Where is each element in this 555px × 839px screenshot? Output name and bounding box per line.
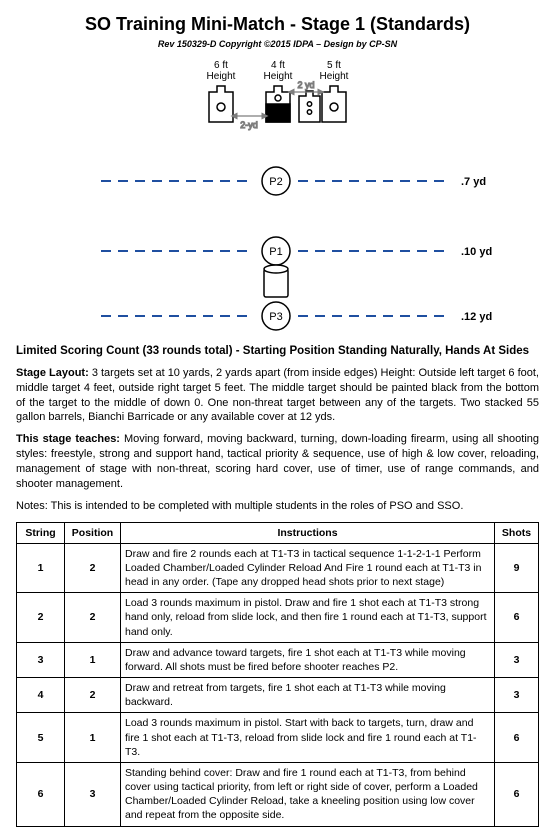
p2-yard-label: .7 yd bbox=[461, 176, 486, 188]
cell-string: 4 bbox=[17, 678, 65, 713]
cell-string: 1 bbox=[17, 543, 65, 593]
cell-instructions: Draw and fire 2 rounds each at T1-T3 in … bbox=[121, 543, 495, 593]
cell-shots: 9 bbox=[495, 543, 539, 593]
target-t3 bbox=[322, 86, 346, 122]
cell-instructions: Draw and retreat from targets, fire 1 sh… bbox=[121, 678, 495, 713]
table-row: 31Draw and advance toward targets, fire … bbox=[17, 642, 539, 677]
p1-yard-label: .10 yd bbox=[461, 246, 492, 258]
page-subtitle: Rev 150329-D Copyright ©2015 IDPA – Desi… bbox=[16, 38, 539, 50]
t2-height-sub: Height bbox=[264, 71, 293, 82]
t2-height-label: 4 ft bbox=[271, 60, 285, 71]
cell-string: 2 bbox=[17, 593, 65, 643]
table-row: 51Load 3 rounds maximum in pistol. Start… bbox=[17, 713, 539, 763]
stage-layout-label: Stage Layout: bbox=[16, 367, 89, 379]
cell-shots: 6 bbox=[495, 593, 539, 643]
col-position: Position bbox=[65, 522, 121, 543]
cell-position: 2 bbox=[65, 543, 121, 593]
spacing-left: 2-yd bbox=[240, 120, 258, 130]
col-shots: Shots bbox=[495, 522, 539, 543]
cell-instructions: Draw and advance toward targets, fire 1 … bbox=[121, 642, 495, 677]
page-title: SO Training Mini-Match - Stage 1 (Standa… bbox=[16, 12, 539, 36]
cell-instructions: Load 3 rounds maximum in pistol. Start w… bbox=[121, 713, 495, 763]
cell-string: 6 bbox=[17, 762, 65, 826]
cell-shots: 3 bbox=[495, 642, 539, 677]
svg-text:P1: P1 bbox=[269, 246, 282, 258]
cell-instructions: Load 3 rounds maximum in pistol. Draw an… bbox=[121, 593, 495, 643]
t3-height-label: 5 ft bbox=[327, 60, 341, 71]
table-row: 42Draw and retreat from targets, fire 1 … bbox=[17, 678, 539, 713]
col-instructions: Instructions bbox=[121, 522, 495, 543]
stage-teaches-paragraph: This stage teaches: Moving forward, movi… bbox=[16, 432, 539, 491]
spacing-right: 2 yd bbox=[297, 80, 314, 90]
svg-text:P2: P2 bbox=[269, 176, 282, 188]
p3-yard-label: .12 yd bbox=[461, 311, 492, 323]
t1-height-sub: Height bbox=[207, 71, 236, 82]
cell-position: 3 bbox=[65, 762, 121, 826]
cell-shots: 6 bbox=[495, 762, 539, 826]
table-row: 63Standing behind cover: Draw and fire 1… bbox=[17, 762, 539, 826]
stage-layout-paragraph: Stage Layout: 3 targets set at 10 yards,… bbox=[16, 366, 539, 425]
stage-layout-text: 3 targets set at 10 yards, 2 yards apart… bbox=[16, 367, 539, 424]
svg-text:P3: P3 bbox=[269, 311, 282, 323]
scoring-heading: Limited Scoring Count (33 rounds total) … bbox=[16, 344, 539, 360]
table-row: 12Draw and fire 2 rounds each at T1-T3 i… bbox=[17, 543, 539, 593]
cell-string: 3 bbox=[17, 642, 65, 677]
cell-shots: 3 bbox=[495, 678, 539, 713]
cell-instructions: Standing behind cover: Draw and fire 1 r… bbox=[121, 762, 495, 826]
cell-string: 5 bbox=[17, 713, 65, 763]
cell-shots: 6 bbox=[495, 713, 539, 763]
notes-paragraph: Notes: This is intended to be completed … bbox=[16, 499, 539, 514]
cell-position: 1 bbox=[65, 642, 121, 677]
t1-height-label: 6 ft bbox=[214, 60, 228, 71]
cell-position: 2 bbox=[65, 593, 121, 643]
target-t1 bbox=[209, 86, 233, 122]
t3-height-sub: Height bbox=[320, 71, 349, 82]
cell-position: 1 bbox=[65, 713, 121, 763]
barrel-icon bbox=[264, 265, 288, 297]
table-row: 22Load 3 rounds maximum in pistol. Draw … bbox=[17, 593, 539, 643]
stage-teaches-label: This stage teaches: bbox=[16, 433, 120, 445]
cell-position: 2 bbox=[65, 678, 121, 713]
col-string: String bbox=[17, 522, 65, 543]
instructions-table: String Position Instructions Shots 12Dra… bbox=[16, 522, 539, 827]
stage-diagram: 6 ft Height 4 ft Height 5 ft Height 2-yd… bbox=[16, 56, 539, 336]
